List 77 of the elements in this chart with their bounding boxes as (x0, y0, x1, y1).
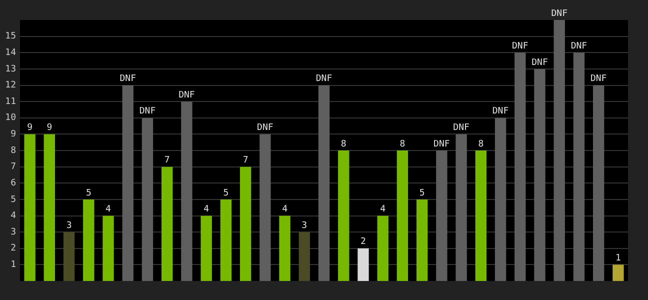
bar (358, 248, 369, 281)
data-label: DNF (120, 74, 136, 84)
bar (456, 134, 467, 281)
data-label: DNF (590, 74, 607, 84)
data-label: DNF (532, 58, 548, 68)
y-tick-label: 9 (10, 130, 16, 140)
data-label: DNF (178, 90, 195, 100)
bar (338, 150, 350, 281)
data-label: 8 (478, 139, 484, 150)
y-tick-label: 14 (5, 48, 16, 58)
bar (63, 232, 75, 281)
data-label: 8 (340, 139, 346, 150)
bar (612, 264, 624, 281)
data-label: DNF (139, 106, 156, 117)
bar (554, 20, 565, 281)
data-label: 9 (46, 123, 52, 134)
bar (318, 85, 330, 281)
bar (44, 134, 56, 281)
bar (475, 150, 486, 281)
data-label: 7 (242, 156, 248, 166)
data-label: 5 (223, 188, 229, 198)
bar (200, 216, 212, 281)
bar (24, 134, 36, 281)
data-label: 7 (164, 156, 170, 166)
y-tick-label: 7 (10, 162, 16, 172)
bar (573, 52, 585, 281)
bar (416, 199, 428, 281)
bar (396, 150, 408, 281)
data-label: DNF (512, 41, 528, 52)
y-tick-label: 2 (10, 244, 16, 254)
data-label: DNF (570, 41, 588, 52)
data-label: 8 (400, 139, 406, 150)
y-tick-label: 1 (10, 260, 16, 270)
data-label: 1 (615, 254, 621, 264)
data-label: 3 (66, 220, 72, 231)
bar (240, 166, 252, 281)
y-tick-label: 8 (10, 146, 16, 156)
y-tick-label: 13 (5, 64, 16, 74)
data-label: 4 (282, 204, 288, 215)
y-tick-label: 10 (5, 113, 16, 124)
y-tick-label: 11 (5, 96, 16, 107)
data-label: 5 (419, 188, 425, 198)
data-label: DNF (316, 74, 332, 84)
bar (377, 216, 388, 281)
y-tick-label: 12 (5, 80, 16, 91)
y-tick-label: 4 (10, 211, 16, 222)
bar (592, 85, 604, 281)
data-label: 9 (27, 123, 33, 134)
data-label: 3 (302, 220, 308, 231)
data-label: DNF (453, 123, 470, 134)
bar (83, 199, 94, 281)
bar (102, 216, 114, 281)
data-label: DNF (551, 8, 568, 19)
data-label: DNF (492, 106, 509, 117)
bar (436, 150, 448, 281)
bar (514, 52, 526, 281)
bar (494, 118, 506, 281)
bar (534, 68, 546, 281)
data-label: 5 (86, 188, 92, 198)
bar (220, 199, 232, 281)
bar (279, 216, 290, 281)
y-tick-label: 6 (10, 178, 16, 188)
data-label: 4 (380, 204, 386, 215)
y-tick-label: 3 (10, 227, 16, 238)
bar (162, 166, 173, 281)
y-tick-label: 15 (5, 32, 16, 42)
data-label: 2 (360, 237, 366, 248)
data-label: DNF (257, 123, 274, 134)
data-label: 4 (106, 204, 111, 215)
y-tick-label: 5 (10, 194, 16, 205)
bar (181, 102, 192, 281)
bar (122, 85, 134, 281)
data-label: DNF (434, 139, 450, 150)
bar (142, 118, 154, 281)
bar (260, 134, 271, 281)
bar (298, 232, 310, 281)
data-label: 4 (204, 204, 210, 215)
